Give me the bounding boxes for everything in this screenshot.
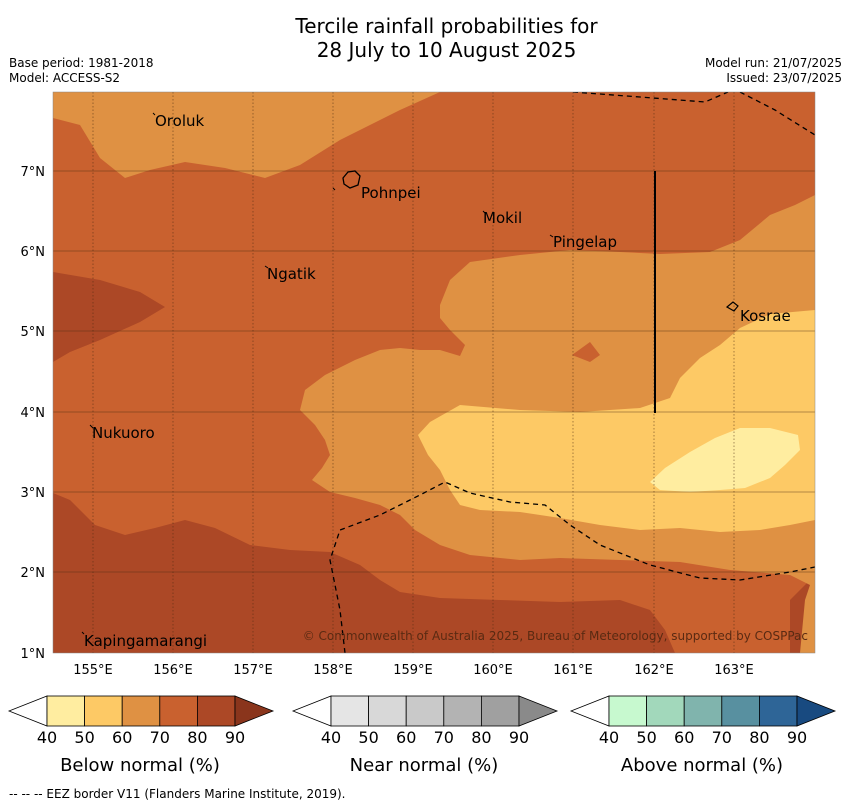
above-normal-colorbar-tick: 60	[674, 728, 694, 747]
above-normal-colorbar-segment	[646, 695, 685, 727]
shade-below-40	[650, 428, 800, 492]
lat-tick: 7°N	[21, 165, 46, 180]
lat-tick: 5°N	[21, 325, 46, 340]
lat-tick: 2°N	[21, 566, 46, 581]
lat-tick: 6°N	[21, 245, 46, 260]
lon-tick: 158°E	[313, 663, 353, 678]
shade-below-80-south	[53, 493, 675, 653]
probability-shading	[53, 92, 815, 653]
shade-below-80-west	[53, 272, 165, 362]
above-normal-colorbar-min-extension	[569, 695, 610, 727]
near-normal-colorbar-min-extension	[291, 695, 332, 727]
above-normal-colorbar-tick: 50	[636, 728, 656, 747]
below-normal-colorbar-segment	[121, 695, 161, 727]
near-normal-colorbar-tick: 80	[471, 728, 491, 747]
copyright-notice: © Commonwealth of Australia 2025, Bureau…	[303, 629, 808, 643]
above-normal-colorbar-segment	[608, 695, 647, 727]
lon-tick: 157°E	[233, 663, 273, 678]
below-normal-colorbar-segment	[46, 695, 85, 727]
map-frame	[52, 91, 816, 654]
kosrae-island	[725, 301, 739, 312]
near-normal-colorbar-tick: 40	[321, 728, 341, 747]
eez-legend-note: -- -- -- EEZ border V11 (Flanders Marine…	[9, 787, 346, 801]
latitude-axis: 7°N 6°N 5°N 4°N 3°N 2°N 1°N	[21, 165, 46, 662]
below-normal-colorbar-tick: 60	[112, 728, 132, 747]
map-title-line2: 28 July to 10 August 2025	[316, 38, 577, 62]
above-normal-colorbar-tick: 40	[599, 728, 619, 747]
below-normal-colorbar-tick: 40	[37, 728, 57, 747]
below-normal-colorbar-max-extension	[234, 695, 275, 727]
place-label-ngatik: Ngatik	[267, 265, 316, 283]
shade-below-60-north	[53, 92, 440, 178]
shade-below-70-patch	[572, 342, 600, 362]
forecast-map: Oroluk Pohnpei Mokil Pingelap Ngatik Kos…	[21, 91, 816, 678]
below-normal-colorbar-segment	[196, 695, 236, 727]
place-label-pohnpei: Pohnpei	[361, 184, 421, 202]
colorbar-group: 40 50 60 70 80 90 40 50 60 70 80 90 40 50 60 70 80 90	[7, 695, 837, 747]
near-normal-colorbar-tick: 90	[509, 728, 529, 747]
below-normal-colorbar-tick: 90	[225, 728, 245, 747]
place-label-mokil: Mokil	[483, 209, 522, 227]
above-normal-colorbar-tick: 90	[787, 728, 807, 747]
place-label-kapingamarangi: Kapingamarangi	[84, 632, 207, 650]
lon-tick: 163°E	[714, 663, 754, 678]
above-normal-colorbar-tick: 80	[749, 728, 769, 747]
near-normal-label: Near normal (%)	[349, 755, 499, 776]
lon-tick: 160°E	[473, 663, 513, 678]
lat-tick: 4°N	[21, 406, 46, 421]
below-normal-colorbar-segment	[84, 695, 123, 727]
lon-tick: 161°E	[553, 663, 593, 678]
above-normal-colorbar-segment	[721, 695, 760, 727]
lon-tick: 155°E	[73, 663, 113, 678]
below-normal-colorbar-tick: 70	[150, 728, 170, 747]
near-normal-colorbar-segment	[443, 695, 482, 727]
lat-tick: 1°N	[21, 647, 46, 662]
above-normal-colorbar-segment	[683, 695, 723, 727]
lon-tick: 156°E	[153, 663, 193, 678]
near-normal-colorbar-segment	[480, 695, 520, 727]
place-label-oroluk: Oroluk	[155, 112, 204, 130]
lat-tick: 3°N	[21, 486, 46, 501]
map-title-line1: Tercile rainfall probabilities for	[295, 14, 598, 38]
near-normal-colorbar-tick: 70	[434, 728, 454, 747]
above-normal-colorbar-max-extension	[796, 695, 837, 727]
lon-tick: 162°E	[634, 663, 674, 678]
below-normal-colorbar-min-extension	[7, 695, 48, 727]
place-label-pingelap: Pingelap	[553, 233, 617, 251]
model-name: Model: ACCESS-S2	[9, 71, 121, 85]
below-normal-label: Below normal (%)	[60, 755, 220, 776]
latitude-lines	[53, 170, 815, 573]
below-normal-colorbar-segment	[159, 695, 198, 727]
model-run: Model run: 21/07/2025	[704, 56, 842, 70]
below-normal-colorbar-tick: 50	[74, 728, 94, 747]
pohnpei-island	[342, 170, 361, 189]
above-normal-colorbar-tick: 70	[712, 728, 732, 747]
near-normal-colorbar-max-extension	[518, 695, 559, 727]
base-period: Base period: 1981-2018	[9, 56, 154, 70]
near-normal-colorbar-segment	[405, 695, 445, 727]
below-normal-colorbar-tick: 80	[187, 728, 207, 747]
near-normal-colorbar-tick: 50	[358, 728, 378, 747]
place-label-nukuoro: Nukuoro	[92, 424, 155, 442]
near-normal-colorbar-segment	[368, 695, 407, 727]
longitude-axis: 155°E 156°E 157°E 158°E 159°E 160°E 161°…	[73, 663, 754, 678]
atoll-markers	[81, 112, 554, 635]
above-normal-label: Above normal (%)	[620, 755, 784, 776]
near-normal-colorbar-tick: 60	[396, 728, 416, 747]
place-label-kosrae: Kosrae	[740, 307, 791, 325]
near-normal-colorbar-segment	[330, 695, 369, 727]
above-normal-colorbar-segment	[759, 695, 798, 727]
lon-tick: 159°E	[393, 663, 433, 678]
eez-border	[329, 92, 815, 653]
issued-date: Issued: 23/07/2025	[726, 71, 842, 85]
